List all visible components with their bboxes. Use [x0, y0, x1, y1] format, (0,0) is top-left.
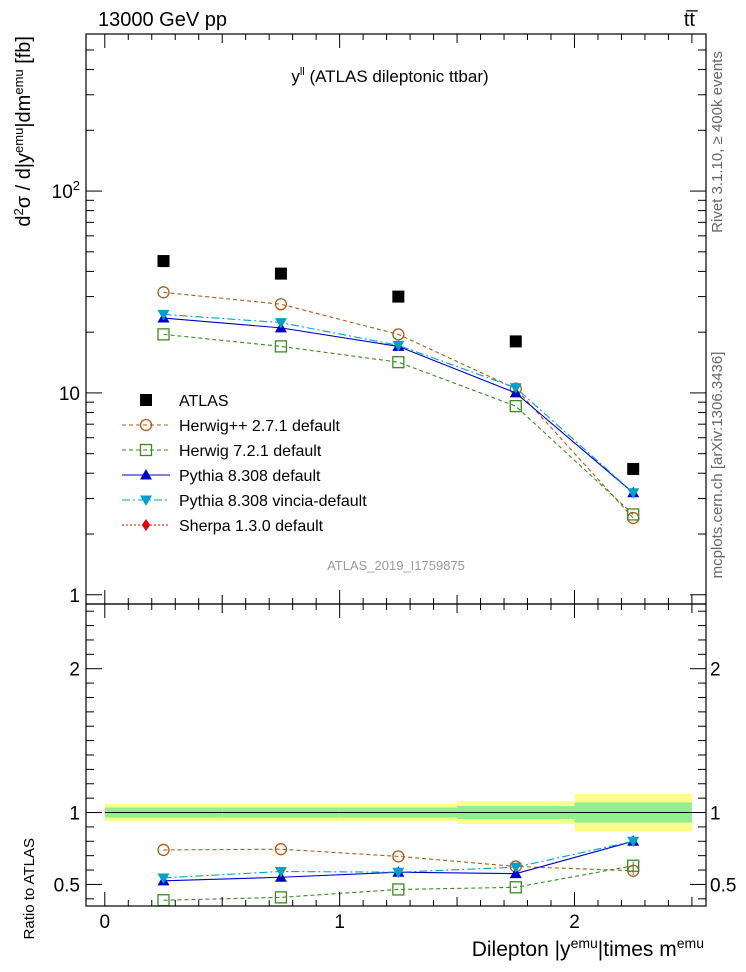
ratio-point-herwig-2-7-1-default-1: [157, 843, 170, 857]
main-line-herwig-2-7-1-default: [163, 291, 634, 519]
legend-marker-sherpa-1-3-0-default: [141, 519, 151, 531]
ratio-y-tick-label-right: 2: [710, 660, 721, 681]
main-point-pythia-8-308-vincia-default-1: [157, 309, 170, 321]
main-ylabel: d2σ / d|yemu|dmemu [fb]: [11, 36, 35, 227]
legend-label-herwig-2-7-1-default: Herwig++ 2.7.1 default: [179, 418, 341, 435]
ratio-point-herwig-7-2-1-default-2: [274, 891, 288, 904]
main-point-pythia-8-308-vincia-default-4: [509, 383, 522, 394]
main-point-herwig-7-2-1-default-3: [392, 356, 405, 369]
ratio-point-herwig-7-2-1-default-4: [509, 881, 522, 894]
ratio-y-tick-label-right: 0.5: [710, 875, 736, 896]
legend-label-pythia-8-308-default: Pythia 8.308 default: [179, 468, 321, 485]
ratio-line-herwig-7-2-1-default: [163, 865, 634, 901]
main-point-pythia-8-308-vincia-default-5: [627, 488, 640, 499]
main-point-atlas-5: [627, 462, 640, 475]
legend-label-atlas: ATLAS: [179, 393, 229, 410]
ratio-ylabel: Ratio to ATLAS: [21, 838, 38, 939]
legend-marker-herwig-7-2-1-default: [139, 443, 153, 457]
side-label-bottom: mcplots.cern.ch [arXiv:1306.3436]: [709, 352, 726, 579]
ratio-frame: [85, 603, 707, 907]
energy-label: 13000 GeV pp: [98, 9, 227, 31]
main-title: yll (ATLAS dileptonic ttbar): [291, 66, 488, 86]
x-axis-label: Dilepton |yemu|times memu: [472, 935, 704, 961]
main-y-tick-label: 1: [69, 586, 80, 607]
process-label: tt̅: [684, 9, 698, 31]
watermark: ATLAS_2019_I1759875: [327, 558, 465, 573]
legend-marker-herwig-2-7-1-default: [139, 418, 153, 432]
main-point-atlas-4: [509, 335, 522, 348]
ratio-y-tick-label-left: 0.5: [54, 875, 80, 896]
ratio-y-tick-label-left: 2: [69, 660, 80, 681]
ratio-point-pythia-8-308-vincia-default-5: [627, 836, 640, 848]
legend-label-pythia-8-308-vincia-default: Pythia 8.308 vincia-default: [179, 493, 367, 510]
main-point-pythia-8-308-vincia-default-2: [274, 318, 287, 329]
ratio-y-tick-label-left: 1: [69, 804, 80, 825]
ratio-point-pythia-8-308-vincia-default-3: [392, 867, 405, 879]
legend-label-sherpa-1-3-0-default: Sherpa 1.3.0 default: [179, 518, 324, 535]
ratio-point-herwig-2-7-1-default-2: [274, 843, 288, 856]
ratio-point-pythia-8-308-vincia-default-4: [509, 862, 522, 874]
main-point-atlas-1: [157, 255, 170, 268]
main-line-herwig-7-2-1-default: [163, 333, 634, 515]
side-label-top: Rivet 3.1.10, ≥ 400k events: [709, 51, 726, 233]
main-y-tick-label: 102: [52, 178, 80, 203]
x-tick-label: 0: [99, 912, 110, 933]
main-point-atlas-3: [392, 290, 405, 303]
legend-label-herwig-7-2-1-default: Herwig 7.2.1 default: [179, 443, 322, 460]
legend-marker-atlas: [140, 394, 152, 406]
x-tick-label: 2: [569, 912, 580, 933]
legend-marker-pythia-8-308-vincia-default: [140, 495, 152, 506]
ratio-point-herwig-7-2-1-default-3: [392, 883, 405, 896]
ratio-point-herwig-7-2-1-default-5: [627, 859, 640, 872]
ratio-point-herwig-2-7-1-default-3: [392, 850, 405, 863]
legend: ATLAS Herwig++ 2.7.1 default Herwig 7.2.1 …: [122, 393, 367, 535]
main-y-tick-label: 10: [59, 384, 80, 405]
main-point-pythia-8-308-vincia-default-3: [392, 340, 405, 352]
main-point-atlas-2: [274, 267, 287, 280]
main-point-herwig-7-2-1-default-1: [157, 328, 170, 341]
main-point-herwig-2-7-1-default-1: [157, 286, 170, 299]
main-point-herwig-7-2-1-default-4: [509, 399, 522, 413]
legend-marker-pythia-8-308-default: [140, 469, 152, 480]
main-point-herwig-7-2-1-default-2: [274, 340, 288, 353]
main-point-herwig-2-7-1-default-3: [392, 328, 405, 341]
main-point-herwig-2-7-1-default-2: [274, 298, 288, 311]
x-tick-label: 1: [334, 912, 345, 933]
ratio-line-herwig-2-7-1-default: [163, 848, 634, 872]
ratio-panel: 0.5 0.5 1 1 2 2 0 1 2 Ratio to ATLAS Dilepton |y…: [21, 603, 736, 961]
ratio-y-tick-label-right: 1: [710, 804, 721, 825]
ratio-point-pythia-8-308-vincia-default-1: [157, 873, 170, 884]
main-panel: 1 10 102 yll (ATLAS dileptonic ttbar) d2σ …: [11, 33, 707, 607]
ratio-point-pythia-8-308-vincia-default-2: [274, 866, 287, 878]
main-point-herwig-7-2-1-default-5: [627, 508, 640, 521]
